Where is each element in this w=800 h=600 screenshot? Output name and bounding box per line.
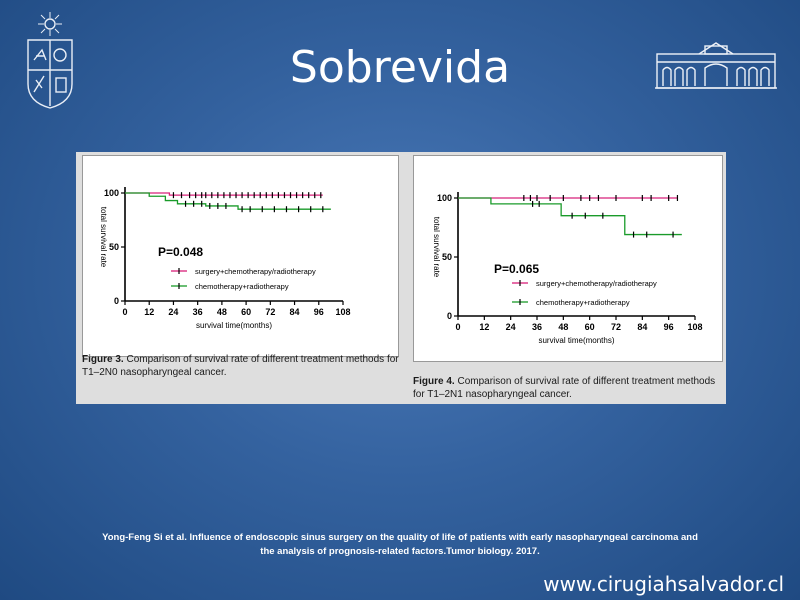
x-tick-label: 24: [506, 322, 516, 332]
legend-label: surgery+chemotherapy/radiotherapy: [536, 279, 657, 288]
x-tick-label: 12: [479, 322, 489, 332]
figure-4-text: Comparison of survival rate of different…: [413, 376, 716, 400]
website-link[interactable]: www.cirugiahsalvador.cl: [543, 572, 784, 596]
university-crest-logo: [27, 12, 73, 109]
legend-label: chemotherapy+radiotherapy: [536, 298, 630, 307]
x-axis-label: survival time(months): [538, 336, 614, 345]
slide-title: Sobrevida: [289, 42, 511, 93]
x-tick-label: 48: [558, 322, 568, 332]
y-tick-label: 100: [104, 188, 119, 198]
x-tick-label: 60: [585, 322, 595, 332]
hospital-building-logo: [655, 42, 777, 89]
x-tick-label: 12: [144, 307, 154, 317]
citation-line-2: the analysis of prognosis-related factor…: [260, 546, 540, 557]
y-tick-label: 50: [109, 242, 119, 252]
x-tick-label: 48: [217, 307, 227, 317]
figure-4-km-chart: 0 12 24 36 48 60 72 84 96 108 0 50 100 survival time(…: [413, 155, 723, 362]
figure-4-caption: Figure 4. Comparison of survival rate of…: [413, 375, 723, 401]
y-axis-label: total survival rate: [432, 217, 441, 278]
p-value-label: P=0.048: [158, 245, 203, 259]
figure-4-label: Figure 4.: [413, 376, 455, 387]
x-tick-label: 36: [193, 307, 203, 317]
x-tick-label: 0: [455, 322, 460, 332]
figure-3-km-chart: 0 12 24 36 48 60 72 84 96 108 0 50 100 survival time(…: [82, 155, 399, 357]
x-tick-label: 36: [532, 322, 542, 332]
x-tick-label: 84: [637, 322, 647, 332]
p-value-label: P=0.065: [494, 262, 539, 276]
series-line-chemo: [458, 197, 682, 236]
y-tick-label: 100: [437, 193, 452, 203]
x-tick-label: 108: [335, 307, 350, 317]
legend-label: surgery+chemotherapy/radiotherapy: [195, 267, 316, 276]
y-axis-label: total survival rate: [99, 207, 108, 268]
x-tick-label: 24: [168, 307, 178, 317]
x-tick-label: 96: [314, 307, 324, 317]
figure-3-label: Figure 3.: [82, 354, 124, 365]
citation-line-1: Yong-Feng Si et al. Influence of endosco…: [102, 532, 698, 543]
x-tick-label: 60: [241, 307, 251, 317]
y-tick-label: 0: [447, 311, 452, 321]
y-tick-label: 50: [442, 252, 452, 262]
legend-label: chemotherapy+radiotherapy: [195, 282, 289, 291]
x-axis-label: survival time(months): [196, 321, 272, 330]
x-tick-label: 72: [265, 307, 275, 317]
x-tick-label: 96: [664, 322, 674, 332]
series-line-chemo: [125, 192, 331, 210]
figure-3-text: Comparison of survival rate of different…: [82, 354, 399, 378]
x-tick-label: 72: [611, 322, 621, 332]
y-tick-label: 0: [114, 296, 119, 306]
x-tick-label: 108: [687, 322, 702, 332]
figure-3-caption: Figure 3. Comparison of survival rate of…: [82, 353, 402, 379]
x-tick-label: 84: [290, 307, 300, 317]
citation: Yong-Feng Si et al. Influence of endosco…: [40, 531, 760, 559]
x-tick-label: 0: [122, 307, 127, 317]
